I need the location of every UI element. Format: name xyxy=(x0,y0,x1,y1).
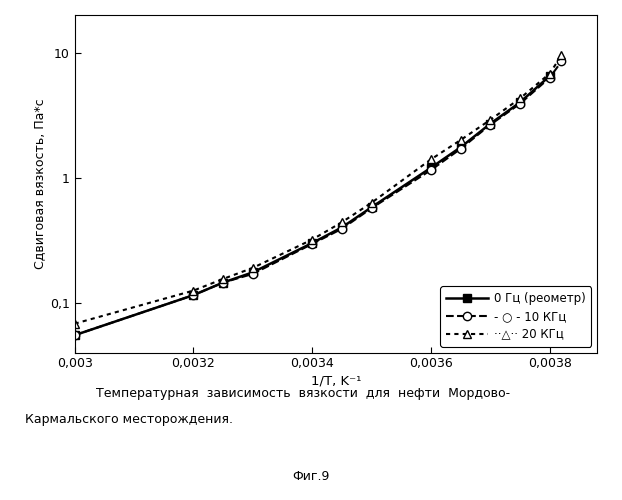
Text: Кармальского месторождения.: Кармальского месторождения. xyxy=(25,412,233,426)
0 Гц (реометр) xyxy=(249,270,256,276)
Line: ··△·· 20 КГц: ··△·· 20 КГц xyxy=(70,52,565,328)
··△·· 20 КГц xyxy=(71,320,78,326)
0 Гц (реометр) xyxy=(190,292,197,298)
- ○ - 10 КГц xyxy=(457,146,464,152)
0 Гц (реометр) xyxy=(71,332,78,338)
Text: Температурная  зависимость  вязкости  для  нефти  Мордово-: Температурная зависимость вязкости для н… xyxy=(96,388,511,400)
- ○ - 10 КГц xyxy=(546,74,554,80)
Line: - ○ - 10 КГц: - ○ - 10 КГц xyxy=(70,58,565,340)
0 Гц (реометр) xyxy=(368,204,375,210)
··△·· 20 КГц xyxy=(427,156,435,162)
- ○ - 10 КГц xyxy=(516,101,524,107)
- ○ - 10 КГц xyxy=(486,122,494,128)
- ○ - 10 КГц xyxy=(309,241,316,247)
0 Гц (реометр) xyxy=(457,144,464,150)
··△·· 20 КГц xyxy=(368,200,375,206)
0 Гц (реометр) xyxy=(220,280,227,285)
Legend: 0 Гц (реометр), - ○ - 10 КГц, ··△·· 20 КГц: 0 Гц (реометр), - ○ - 10 КГц, ··△·· 20 К… xyxy=(440,286,592,346)
··△·· 20 КГц xyxy=(486,117,494,123)
0 Гц (реометр) xyxy=(486,120,494,126)
- ○ - 10 КГц xyxy=(427,167,435,173)
··△·· 20 КГц xyxy=(516,96,524,102)
··△·· 20 КГц xyxy=(220,276,227,282)
0 Гц (реометр) xyxy=(309,240,316,246)
Y-axis label: Сдвиговая вязкость, Па*с: Сдвиговая вязкость, Па*с xyxy=(33,98,46,269)
··△·· 20 КГц xyxy=(558,52,565,59)
- ○ - 10 КГц xyxy=(249,271,256,277)
··△·· 20 КГц xyxy=(190,288,197,294)
- ○ - 10 КГц xyxy=(558,58,565,64)
0 Гц (реометр) xyxy=(338,224,346,230)
- ○ - 10 КГц xyxy=(71,332,78,338)
0 Гц (реометр) xyxy=(516,100,524,105)
- ○ - 10 КГц xyxy=(338,226,346,232)
··△·· 20 КГц xyxy=(457,137,464,143)
- ○ - 10 КГц xyxy=(220,280,227,285)
- ○ - 10 КГц xyxy=(368,205,375,211)
··△·· 20 КГц xyxy=(338,220,346,226)
Line: 0 Гц (реометр): 0 Гц (реометр) xyxy=(71,72,554,339)
··△·· 20 КГц xyxy=(546,70,554,76)
0 Гц (реометр) xyxy=(546,73,554,79)
- ○ - 10 КГц xyxy=(190,292,197,298)
··△·· 20 КГц xyxy=(309,236,316,242)
··△·· 20 КГц xyxy=(249,265,256,271)
0 Гц (реометр) xyxy=(427,165,435,171)
Text: Фиг.9: Фиг.9 xyxy=(292,470,330,483)
X-axis label: 1/T, K⁻¹: 1/T, K⁻¹ xyxy=(311,374,361,388)
